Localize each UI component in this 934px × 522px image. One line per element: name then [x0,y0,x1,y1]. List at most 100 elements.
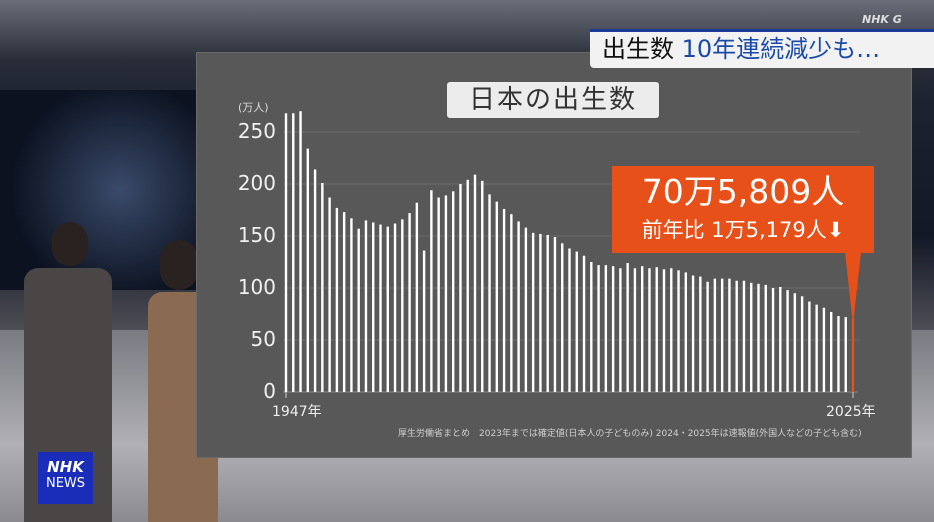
male-presenter-head [52,222,88,266]
bar-2001 [677,270,680,392]
bar-1995 [633,268,637,392]
headline-prefix: 出生数 [602,35,674,63]
bar-1968 [437,197,440,392]
bar-2023 [837,316,840,392]
bar-1965 [415,202,419,392]
bar-1949 [299,111,302,392]
y-tick-label: 50 [250,327,276,351]
y-tick-label: 150 [237,223,276,247]
headline-highlight: 10年連続減少も… [681,35,881,63]
bar-2014 [771,288,775,392]
bar-2009 [735,280,738,392]
bar-1962 [393,223,397,392]
bar-1976 [495,201,499,392]
bar-2007 [720,278,724,392]
bar-2010 [742,280,746,392]
bar-1996 [640,266,644,392]
headline-banner: 出生数 10年連続減少も… [590,29,934,68]
bar-1982 [539,233,542,392]
y-tick-label: 100 [237,275,276,299]
bar-1953 [328,197,331,392]
bar-1985 [561,243,564,392]
bar-2005 [706,281,709,392]
bar-1983 [546,234,549,392]
bar-1989 [590,262,593,392]
bar-1999 [662,269,666,392]
source-note: 厚生労働省まとめ 2023年までは確定値(日本人の子どものみ) 2024・202… [398,429,862,439]
y-axis-unit: (万人) [238,101,269,114]
bar-1969 [444,195,448,392]
bar-1981 [531,232,535,392]
bar-1956 [350,218,353,392]
bar-2013 [764,284,767,392]
latest-value-callout: 70万5,809人 前年比 1万5,179人⬇ [612,166,874,253]
bar-2006 [713,278,717,392]
bar-1971 [459,184,462,392]
logo-line1: NHK [47,458,84,476]
y-tick-label: 0 [263,379,276,403]
bar-2008 [728,278,731,392]
bar-2022 [829,311,833,392]
bar-2021 [822,307,826,392]
bar-2025 [851,318,855,392]
bar-1957 [357,228,360,392]
callout-value: 70万5,809人 [641,172,845,211]
nhk-news-logo: NHK NEWS [38,452,93,504]
bar-1970 [451,191,455,392]
bar-1952 [321,182,324,392]
x-end-label: 2025年 [826,404,876,420]
bar-1960 [379,224,382,392]
bar-1975 [488,194,491,392]
x-start-label: 1947年 [272,404,322,420]
bar-1950 [306,148,310,392]
bar-2002 [684,272,688,392]
bar-1994 [626,263,629,392]
female-presenter-head [160,240,198,290]
bar-2017 [793,293,797,392]
bar-2020 [815,304,818,392]
channel-mark: NHK G [862,13,902,26]
bar-1988 [582,255,586,392]
bar-1984 [553,237,557,392]
bar-2024 [844,317,847,392]
bar-1978 [510,214,513,392]
bar-1998 [655,267,658,392]
bar-2004 [699,276,702,392]
bar-1990 [597,265,600,392]
bar-2011 [750,282,753,392]
bar-1955 [342,212,346,392]
bar-1992 [611,266,615,392]
bar-1974 [481,180,484,392]
bar-1986 [568,248,571,392]
bar-1966 [422,250,426,392]
bar-1964 [408,213,411,392]
bar-1977 [502,208,506,392]
bar-1979 [517,221,520,392]
bar-1951 [313,169,317,392]
bar-2015 [779,286,782,392]
bar-1961 [386,226,389,392]
bar-1973 [473,174,477,392]
bar-1947 [284,113,288,392]
bar-1948 [292,113,295,392]
bar-1959 [372,222,375,392]
bar-1993 [619,268,622,392]
callout-pointer [845,252,861,325]
bar-1997 [648,268,651,392]
bar-2016 [786,290,789,392]
bar-1963 [401,219,404,392]
bar-2000 [670,268,673,392]
bar-1987 [575,251,578,392]
bar-1958 [364,220,368,392]
bar-1980 [524,227,528,392]
bar-1954 [335,207,339,392]
bar-2018 [800,296,804,392]
bar-1991 [604,265,608,392]
logo-line2: NEWS [45,476,86,491]
bar-2019 [808,301,811,392]
y-tick-label: 200 [237,171,276,195]
y-tick-label: 250 [237,119,276,143]
chart-title: 日本の出生数 [447,82,659,118]
bar-2003 [691,275,695,392]
